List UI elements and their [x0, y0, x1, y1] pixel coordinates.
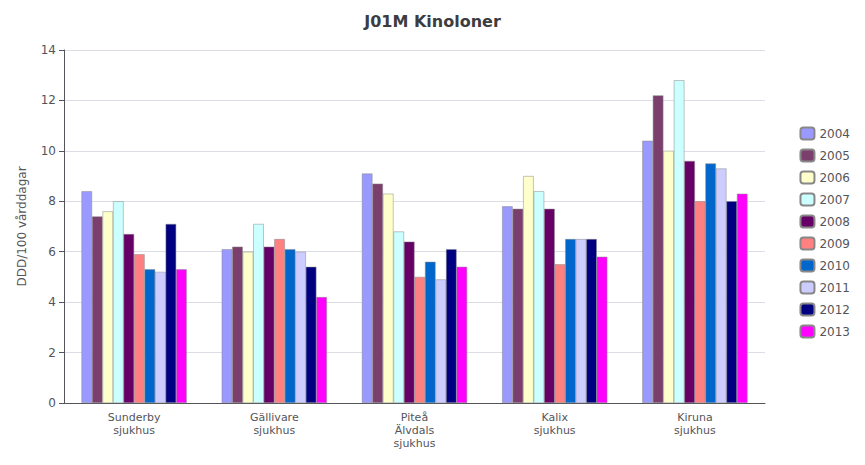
svg-text:12: 12 [41, 93, 56, 107]
svg-text:sjukhus: sjukhus [534, 424, 576, 437]
svg-text:sjukhus: sjukhus [674, 424, 716, 437]
svg-text:2004: 2004 [819, 127, 850, 141]
svg-text:Gällivare: Gällivare [250, 411, 299, 424]
svg-text:2010: 2010 [819, 259, 850, 273]
svg-text:6: 6 [48, 245, 56, 259]
svg-text:2005: 2005 [819, 149, 850, 163]
svg-text:Kalix: Kalix [542, 411, 569, 424]
svg-text:4: 4 [48, 295, 56, 309]
svg-text:2009: 2009 [819, 237, 850, 251]
svg-text:J01M Kinoloner: J01M Kinoloner [363, 12, 501, 31]
svg-text:sjukhus: sjukhus [253, 424, 295, 437]
svg-text:Piteå: Piteå [401, 411, 428, 424]
svg-text:2: 2 [48, 346, 56, 360]
svg-text:Sunderby: Sunderby [108, 411, 161, 424]
svg-text:2013: 2013 [819, 325, 850, 339]
svg-text:2006: 2006 [819, 171, 850, 185]
svg-text:8: 8 [48, 194, 56, 208]
svg-text:2007: 2007 [819, 193, 850, 207]
svg-text:2011: 2011 [819, 281, 850, 295]
svg-text:2008: 2008 [819, 215, 850, 229]
svg-text:14: 14 [41, 43, 56, 57]
svg-text:10: 10 [41, 144, 56, 158]
svg-text:2012: 2012 [819, 303, 850, 317]
svg-text:Kiruna: Kiruna [677, 411, 712, 424]
svg-text:sjukhus: sjukhus [394, 437, 436, 450]
svg-text:0: 0 [48, 396, 56, 410]
svg-text:DDD/100 vårddagar: DDD/100 vårddagar [15, 166, 29, 286]
svg-text:sjukhus: sjukhus [113, 424, 155, 437]
svg-text:Älvdals: Älvdals [395, 424, 435, 437]
